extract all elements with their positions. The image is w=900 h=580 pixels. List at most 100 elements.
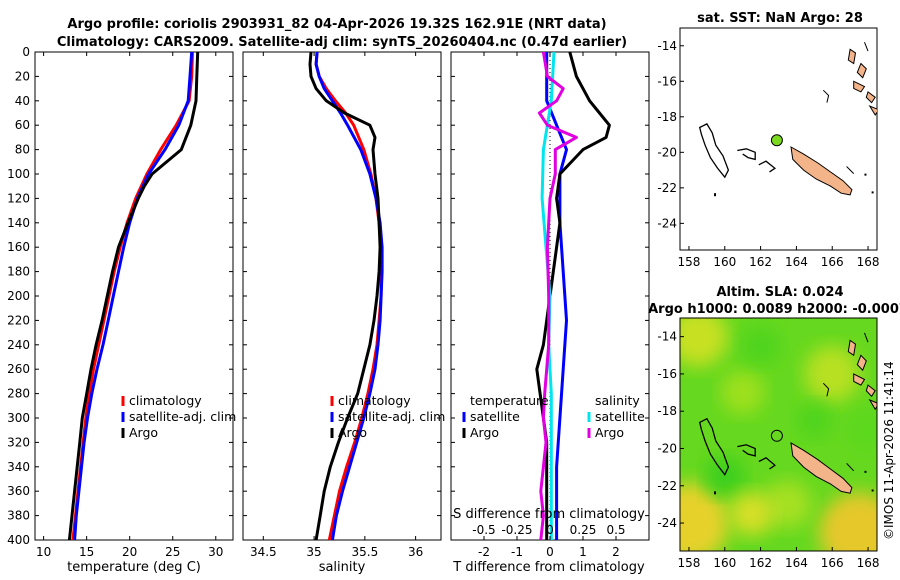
depth-tick-label: 260 — [7, 362, 30, 376]
figure-title-line2: Climatology: CARS2009. Satellite-adj cli… — [57, 35, 627, 50]
argo-position-marker — [770, 429, 783, 442]
map-x-tick-label: 160 — [713, 556, 736, 570]
islet — [714, 193, 717, 197]
map-y-tick-label: -18 — [657, 404, 677, 418]
depth-tick-label: 280 — [7, 387, 30, 401]
x-axis-ticks: 10 15 20 25 30 34.5 35 35.5 36 -2 -1 0 1 2 -0.5 -0.25 0 0… — [36, 52, 626, 559]
x-tick-label: -1 — [511, 545, 523, 559]
map-y-tick-label: -24 — [657, 216, 677, 230]
temperature-legend: climatology satellite-adj. clim Argo — [121, 393, 236, 440]
x-tick-label: 30 — [208, 545, 223, 559]
depth-axis: 0 20 40 60 80 100 120 140 160 180 200 220 240 260 280 3… — [7, 45, 649, 547]
x-tick-label: -2 — [478, 545, 490, 559]
x-tick-label: 10 — [36, 545, 51, 559]
new-caledonia-land — [790, 146, 853, 196]
vanuatu-island — [865, 91, 876, 104]
legend-climatology-label: climatology — [129, 393, 202, 408]
map-x-tick-label: 166 — [821, 556, 844, 570]
sst-map-content — [698, 42, 877, 197]
sla-anomaly-blob — [680, 318, 728, 367]
map-x-tick-label: 158 — [678, 255, 701, 269]
sla-anomaly-blob — [819, 492, 877, 551]
map-x-tick-label: 164 — [785, 255, 808, 269]
series-line-argo — [67, 52, 200, 540]
depth-tick-label: 120 — [7, 191, 30, 205]
legend-salinity-header: salinity — [595, 393, 640, 408]
sla-anomaly-blob — [729, 491, 774, 536]
map-x-tick-label: 168 — [857, 255, 880, 269]
legend-satellite-label: satellite-adj. clim — [338, 409, 445, 424]
depth-tick-label: 320 — [7, 435, 30, 449]
depth-tick-label: 60 — [15, 118, 30, 132]
salinity-lines — [308, 52, 384, 540]
depth-tick-label: 100 — [7, 167, 30, 181]
map-x-tick-label: 162 — [749, 556, 772, 570]
island-contour — [822, 89, 830, 103]
legend-satellite-label: satellite-adj. clim — [129, 409, 236, 424]
sla-anomaly-blob — [704, 456, 745, 497]
sla-anomaly-blob — [846, 407, 877, 452]
islet — [864, 470, 867, 473]
x-tick-label: 34.5 — [250, 545, 277, 559]
reef-contour — [758, 160, 777, 173]
salinity-legend: climatology satellite-adj. clim Argo — [330, 393, 445, 440]
s-tick-label: 0.5 — [606, 523, 625, 537]
legend-argo-label: Argo — [129, 425, 158, 440]
depth-tick-label: 300 — [7, 411, 30, 425]
map-y-tick-label: -14 — [657, 39, 677, 53]
x-tick-label: 2 — [612, 545, 620, 559]
series-line-satellite-adj-clim — [314, 52, 384, 540]
depth-tick-label: 220 — [7, 313, 30, 327]
vanuatu-island — [868, 105, 877, 116]
depth-tick-label: 340 — [7, 460, 30, 474]
islet — [714, 491, 717, 495]
sla-map-content — [680, 318, 877, 551]
legend-t-argo-label: Argo — [470, 425, 499, 440]
legend-temperature-header: temperature — [470, 393, 549, 408]
argo-position-marker — [770, 134, 783, 147]
map-x-tick-label: 160 — [713, 255, 736, 269]
sla-map-title: Altim. SLA: 0.024 — [717, 285, 844, 300]
sla-anomaly-blob — [796, 402, 833, 439]
s-tick-label: 0 — [546, 523, 554, 537]
x-tick-label: 0 — [546, 545, 554, 559]
legend-s-argo-label: Argo — [595, 425, 624, 440]
depth-tick-label: 240 — [7, 338, 30, 352]
x-tick-label: 1 — [579, 545, 587, 559]
map-y-tick-label: -22 — [657, 181, 677, 195]
depth-tick-label: 380 — [7, 509, 30, 523]
islet — [871, 191, 874, 194]
series-line-argo — [308, 52, 382, 540]
vanuatu-island — [865, 384, 876, 398]
reef-contour — [737, 148, 756, 161]
vanuatu-island — [847, 48, 857, 65]
map-x-tick-label: 164 — [785, 556, 808, 570]
legend-t-satellite-label: satellite — [470, 409, 520, 424]
difference-xlabel: T difference from climatology — [452, 560, 645, 575]
depth-tick-label: 200 — [7, 289, 30, 303]
islet — [864, 173, 867, 176]
difference-legend: temperature satellite Argo salinity sate… — [462, 393, 645, 440]
island-contour — [846, 463, 855, 472]
figure-title-line1: Argo profile: coriolis 2903931_82 04-Apr… — [67, 17, 606, 32]
depth-tick-label: 140 — [7, 216, 30, 230]
island-contour — [864, 42, 869, 52]
sla-map-axes — [679, 317, 878, 552]
sla-anomaly-blob — [763, 480, 812, 529]
reef-contour — [758, 457, 776, 470]
map-x-tick-label: 162 — [749, 255, 772, 269]
island-contour — [822, 382, 830, 397]
vanuatu-island — [847, 339, 857, 357]
map-x-tick-label: 158 — [678, 556, 701, 570]
temperature-axes — [34, 51, 234, 541]
difference-lines — [535, 52, 611, 540]
map-y-tick-label: -16 — [657, 74, 677, 88]
temperature-lines — [67, 52, 200, 540]
vanuatu-island — [853, 373, 866, 386]
depth-tick-label: 80 — [15, 143, 30, 157]
map-y-tick-label: -20 — [657, 145, 677, 159]
imos-credit: ©IMOS 11-Apr-2026 11:41:14 — [882, 361, 896, 540]
depth-tick-label: 180 — [7, 265, 30, 279]
island-contour — [846, 166, 855, 174]
